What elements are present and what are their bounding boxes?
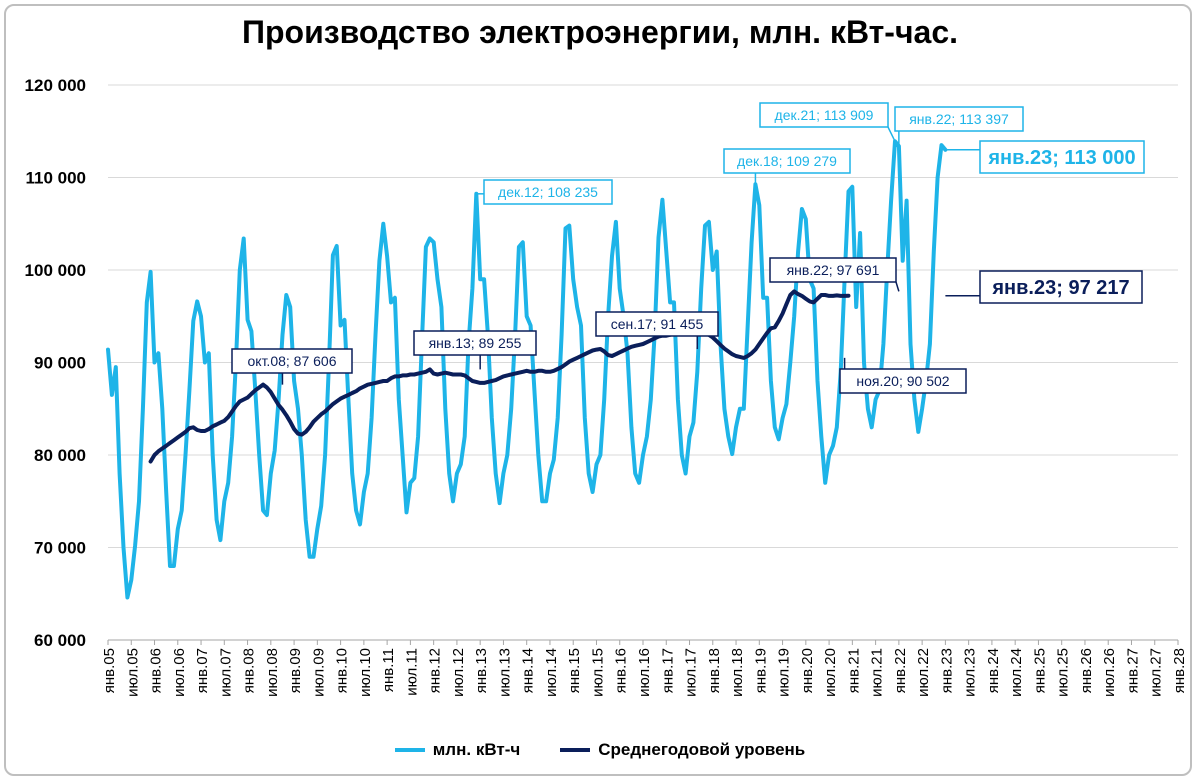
legend: млн. кВт-ч Среднегодовой уровень	[0, 740, 1200, 760]
y-tick-label: 90 000	[34, 354, 86, 373]
x-tick-label: июл.23	[962, 648, 979, 697]
x-tick-label: янв.18	[706, 648, 723, 693]
legend-item-average: Среднегодовой уровень	[560, 740, 805, 760]
annotation-leader	[887, 126, 896, 142]
annotation-box	[483, 179, 613, 205]
x-tick-label: июл.26	[1101, 648, 1118, 697]
y-tick-label: 100 000	[25, 261, 86, 280]
annotation-box	[979, 270, 1143, 304]
annotation-box	[839, 368, 967, 394]
annotation-box	[979, 140, 1145, 174]
x-tick-label: июл.22	[915, 648, 932, 697]
x-tick-label: июл.16	[636, 648, 653, 697]
chart-title: Производство электроэнергии, млн. кВт-ча…	[241, 14, 959, 50]
annotation-box	[894, 106, 1024, 132]
series-average-line	[148, 289, 851, 464]
x-tick-label: янв.16	[613, 648, 630, 693]
annotation-label: янв.22; 113 397	[909, 111, 1009, 127]
x-tick-label: июл.20	[822, 648, 839, 697]
x-tick-label: июл.18	[729, 648, 746, 697]
x-tick-label: янв.27	[1124, 648, 1141, 693]
annotation-leader	[895, 281, 900, 292]
series-lines	[106, 139, 948, 600]
annotation-label: янв.22; 97 691	[787, 262, 880, 278]
x-tick-label: янв.15	[566, 648, 583, 693]
x-tick-label: июл.12	[450, 648, 467, 697]
x-tick-label: янв.12	[427, 648, 444, 693]
x-tick-label: июл.13	[496, 648, 513, 697]
x-tick-label: июл.25	[1055, 648, 1072, 697]
legend-swatch-monthly	[394, 748, 425, 752]
annotation-label: янв.23; 97 217	[991, 277, 1129, 299]
annotation-box	[413, 330, 537, 356]
x-tick-label: июл.24	[1008, 648, 1025, 697]
y-tick-label: 80 000	[34, 446, 86, 465]
x-tick-label: июл.19	[776, 648, 793, 697]
x-tick-label: июл.10	[357, 648, 374, 697]
x-tick-label: янв.07	[194, 648, 211, 693]
x-tick-label: янв.09	[287, 648, 304, 693]
x-tick-label: янв.28	[1171, 648, 1188, 693]
annotation-label: дек.18; 109 279	[737, 153, 837, 169]
x-tick-label: янв.21	[845, 648, 862, 693]
x-tick-label: июл.21	[869, 648, 886, 697]
y-tick-label: 110 000	[25, 169, 86, 188]
legend-label-average: Среднегодовой уровень	[598, 740, 806, 759]
annotation-label: окт.08; 87 606	[248, 353, 337, 369]
annotation-label: янв.13; 89 255	[429, 335, 522, 351]
x-tick-label: июл.17	[683, 648, 700, 697]
annotations: окт.08; 87 606 янв.13; 89 255 сен.17; 91 4…	[231, 102, 1145, 394]
x-tick-label: янв.13	[473, 648, 490, 693]
y-tick-label: 70 000	[34, 539, 86, 558]
x-tick-label: июл.15	[589, 648, 606, 697]
x-tick-label: июл.05	[124, 648, 141, 697]
x-tick-label: янв.17	[659, 648, 676, 693]
annotation-box	[769, 257, 897, 283]
y-tick-label: 60 000	[34, 631, 86, 650]
legend-swatch-average	[560, 748, 591, 752]
x-tick-label: июл.07	[217, 648, 234, 697]
series-monthly-line	[106, 139, 948, 600]
x-tick-label: янв.20	[799, 648, 816, 693]
x-tick-label: июл.09	[310, 648, 327, 697]
annotation-label: дек.21; 113 909	[775, 107, 874, 123]
x-tick-label: июл.08	[264, 648, 281, 697]
legend-item-monthly: млн. кВт-ч	[394, 740, 521, 760]
x-tick-label: июл.27	[1148, 648, 1165, 697]
x-tick-label: июл.11	[403, 648, 420, 696]
annotation-box	[723, 148, 851, 174]
x-axis: янв.05 июл.05 янв.06 июл.06 янв.07 июл.07 янв.…	[101, 640, 1188, 697]
annotation-box	[595, 311, 719, 337]
x-tick-label: янв.22	[892, 648, 909, 693]
x-tick-label: янв.14	[520, 648, 537, 693]
x-tick-label: янв.26	[1078, 648, 1095, 693]
annotation-label: ноя.20; 90 502	[856, 373, 949, 389]
annotation-box	[231, 348, 353, 374]
legend-label-monthly: млн. кВт-ч	[432, 740, 521, 759]
x-tick-label: янв.10	[334, 648, 351, 693]
x-tick-label: янв.08	[241, 648, 258, 693]
annotation-label: дек.12; 108 235	[498, 184, 598, 200]
y-axis: 60 000 70 000 80 000 90 000 100 000 110 000 12…	[25, 76, 86, 650]
x-tick-label: янв.24	[985, 648, 1002, 693]
x-tick-label: янв.11	[380, 648, 397, 692]
annotation-box	[759, 102, 889, 128]
annotation-label: янв.23; 113 000	[987, 147, 1135, 169]
x-tick-label: янв.23	[938, 648, 955, 693]
y-tick-label: 120 000	[25, 76, 86, 95]
x-tick-label: янв.19	[752, 648, 769, 693]
x-tick-label: июл.06	[171, 648, 188, 697]
x-tick-label: янв.06	[148, 648, 165, 693]
x-tick-label: янв.05	[101, 648, 118, 693]
x-tick-label: июл.14	[543, 648, 560, 697]
chart-frame	[4, 4, 1192, 776]
x-tick-label: янв.25	[1031, 648, 1048, 693]
annotation-label: сен.17; 91 455	[611, 316, 704, 332]
